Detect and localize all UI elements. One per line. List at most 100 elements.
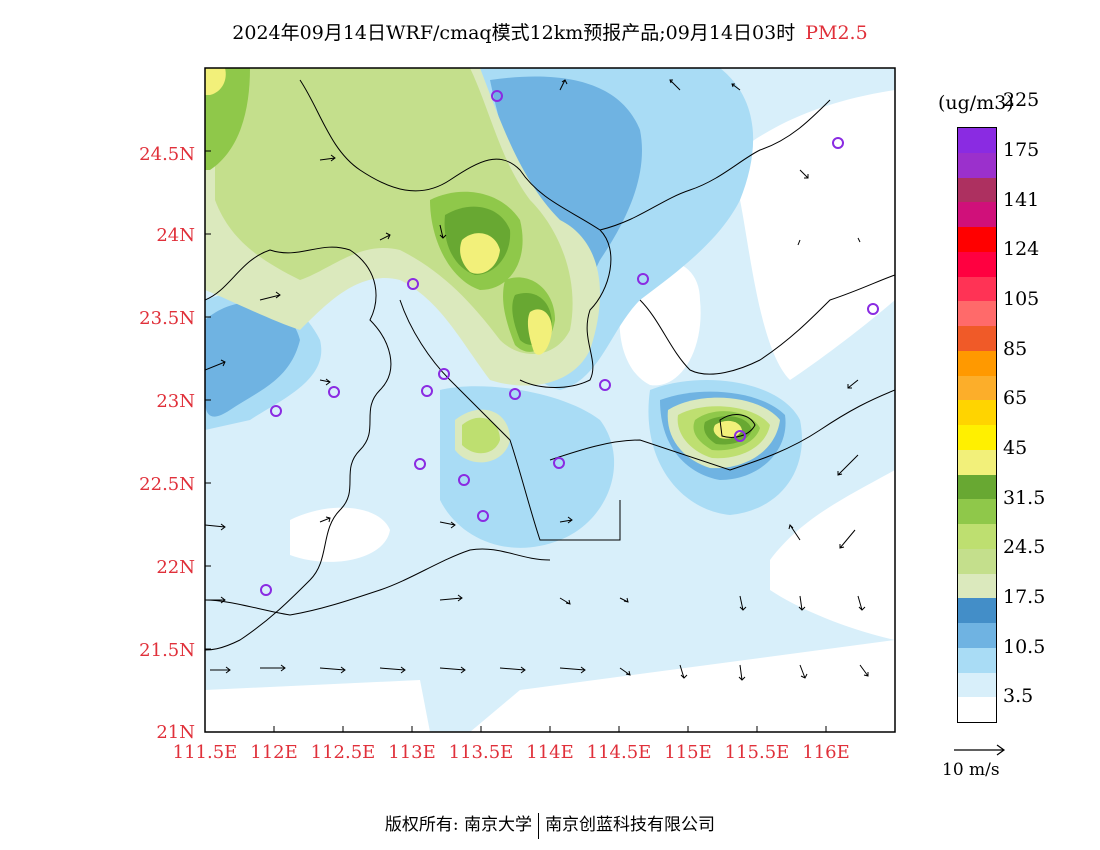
colorbar-segment	[958, 276, 996, 302]
colorbar-segment	[958, 375, 996, 401]
colorbar-label: 124	[1003, 238, 1040, 261]
province-line-ne	[599, 99, 831, 231]
wind-arrow	[738, 664, 746, 681]
peak-central	[527, 309, 552, 355]
colorbar	[957, 127, 997, 723]
colorbar-segment	[958, 128, 996, 153]
dark-blue-west	[205, 302, 300, 417]
peak-nw	[205, 68, 226, 95]
wind-reference-label: 10 m/s	[942, 760, 1000, 780]
copyright-right: 南京创蓝科技有限公司	[545, 815, 716, 835]
colorbar-label: 31.5	[1003, 486, 1046, 509]
colorbar-label: 3.5	[1003, 685, 1034, 708]
wind-arrow	[799, 664, 808, 679]
station-marker	[407, 278, 419, 290]
x-tick-label: 113.5E	[449, 742, 514, 763]
wind-arrow	[260, 664, 286, 672]
province-line-west	[205, 246, 392, 651]
low-area-sw	[205, 680, 430, 732]
wind-arrow	[857, 237, 861, 243]
wind-arrow	[439, 521, 456, 529]
x-tick-label: 116E	[802, 742, 850, 763]
low-area-se	[770, 470, 895, 640]
admin-line-east	[719, 414, 756, 438]
y-tick-label: 22N	[156, 557, 195, 578]
wind-arrow	[379, 232, 391, 241]
title-text: 2024年09月14日WRF/cmaq模式12km预报产品;09月14日03时	[232, 22, 796, 44]
wind-arrow	[857, 595, 866, 611]
colorbar-segment	[958, 301, 996, 326]
colorbar-label: 105	[1003, 287, 1040, 310]
colorbar-segment	[958, 598, 996, 623]
light-green-prd	[462, 417, 500, 454]
wind-arrow	[837, 454, 859, 476]
wind-reference-arrow	[954, 744, 1006, 756]
colorbar-segment	[958, 425, 996, 450]
product-name: PM2.5	[805, 22, 868, 44]
wind-arrow	[798, 595, 806, 611]
coastline-east	[549, 389, 895, 471]
colorbar-segment	[958, 672, 996, 698]
wind-arrow	[259, 291, 281, 301]
colorbar-unit: (ug/m3)	[938, 92, 1014, 114]
colorbar-segment	[958, 474, 996, 500]
wind-arrow	[859, 664, 869, 677]
colorbar-segment	[958, 326, 996, 351]
colorbar-segment	[958, 647, 996, 673]
colorbar-label: 225	[1003, 89, 1040, 112]
map-title: 2024年09月14日WRF/cmaq模式12km预报产品;09月14日03时 P…	[0, 18, 1100, 45]
province-line-east	[639, 274, 895, 375]
colorbar-label: 24.5	[1003, 536, 1046, 559]
city-line-prd	[399, 299, 621, 541]
copyright-divider	[538, 812, 540, 839]
colorbar-segment	[958, 350, 996, 376]
pm25-field	[205, 68, 895, 732]
y-axis-ticks	[205, 150, 211, 733]
wind-arrow	[839, 529, 856, 549]
wind-arrow	[797, 239, 801, 246]
wind-arrow	[739, 595, 747, 611]
wind-arrow	[210, 666, 231, 674]
colorbar-segment	[958, 177, 996, 203]
colorbar-segment	[958, 251, 996, 277]
colorbar-segment	[958, 152, 996, 178]
colorbar-labels: 3.5 10.5 17.5 24.5 31.5 45 65 85 105 124…	[1003, 89, 1093, 723]
y-axis-labels: 21N 21.5N 22N 22.5N 23N 23.5N 24N 24.5N	[139, 144, 195, 743]
station-marker	[509, 388, 521, 400]
copyright-left: 版权所有: 南京大学	[384, 815, 533, 835]
low-area-south	[470, 640, 895, 732]
wind-arrow	[847, 379, 859, 389]
low-area-west	[290, 507, 390, 562]
x-axis-ticks	[204, 726, 827, 732]
wind-arrow	[619, 597, 629, 603]
wind-arrow	[799, 169, 809, 179]
boundary-lines	[205, 79, 895, 651]
colorbar-label: 10.5	[1003, 635, 1046, 658]
wind-arrow	[499, 666, 526, 674]
copyright: 版权所有: 南京大学 南京创蓝科技有限公司	[0, 810, 1100, 839]
station-marker	[553, 457, 565, 469]
wind-arrow	[439, 666, 466, 674]
station-marker	[867, 303, 879, 315]
wind-arrow	[731, 83, 741, 91]
colorbar-segment	[958, 449, 996, 475]
wind-arrow	[559, 79, 568, 91]
station-marker	[832, 137, 844, 149]
colorbar-segment	[958, 499, 996, 524]
station-marker	[414, 458, 426, 470]
wind-arrow	[319, 666, 346, 674]
wind-vectors	[205, 79, 869, 681]
x-axis-labels: 111.5E 112E 112.5E 113E 113.5E 114E 114.…	[173, 742, 850, 763]
x-tick-label: 114.5E	[587, 742, 652, 763]
x-tick-label: 113E	[388, 742, 436, 763]
peak-north	[460, 233, 500, 274]
x-tick-label: 115.5E	[725, 742, 790, 763]
station-marker	[491, 90, 503, 102]
colorbar-label: 141	[1003, 188, 1040, 211]
colorbar-label: 175	[1003, 138, 1040, 161]
y-tick-label: 23N	[156, 391, 195, 412]
x-tick-label: 114E	[526, 742, 574, 763]
wind-arrow	[559, 597, 571, 605]
wind-arrow	[788, 524, 801, 541]
